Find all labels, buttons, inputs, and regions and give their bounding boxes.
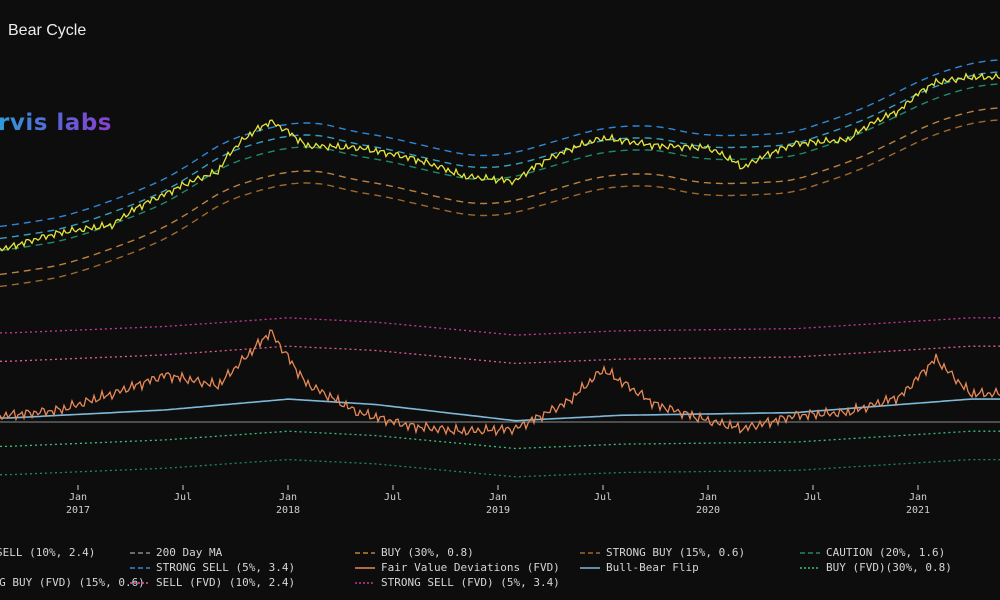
legend-label: STRONG BUY (FVD) (15%, 0.6) <box>0 576 145 589</box>
x-tick-year: 2018 <box>276 505 300 516</box>
legend-label: SELL (FVD) (10%, 2.4) <box>156 576 296 589</box>
brand-logo: rvis labs <box>0 110 112 136</box>
legend-swatch <box>800 566 820 569</box>
fvd-band-line <box>0 430 1000 450</box>
fvd-band-line <box>0 458 1000 478</box>
legend-swatch <box>130 551 150 554</box>
x-tick-label: Jan <box>489 492 507 503</box>
legend-label: STRONG SELL (5%, 3.4) <box>156 561 296 574</box>
x-tick-year: 2020 <box>696 505 720 516</box>
legend: SELL (10%, 2.4) 200 Day MA BUY (30%, 0.8) S… <box>0 540 1000 600</box>
legend-item[interactable]: Fair Value Deviations (FVD) <box>355 561 560 574</box>
legend-swatch <box>355 551 375 554</box>
legend-swatch <box>800 551 820 554</box>
legend-item[interactable]: Bull-Bear Flip <box>580 561 699 574</box>
flip-line <box>0 398 1000 422</box>
legend-swatch <box>130 581 150 584</box>
legend-swatch <box>355 566 375 569</box>
legend-label: STRONG SELL (FVD) (5%, 3.4) <box>381 576 560 589</box>
legend-label: STRONG BUY (15%, 0.6) <box>606 546 746 559</box>
price-panel <box>0 59 1000 288</box>
x-axis: Jan 2017 Jul Jan 2018 Jul Jan 2019 Jul Jan 2020 Jul… <box>66 485 930 516</box>
legend-swatch <box>580 566 600 569</box>
fvd-panel <box>0 317 1000 478</box>
legend-label: CAUTION (20%, 1.6) <box>826 546 946 559</box>
x-tick-label: Jan <box>279 492 297 503</box>
legend-swatch <box>580 551 600 554</box>
x-tick-label: Jul <box>594 492 612 503</box>
legend-label: BUY (FVD)(30%, 0.8) <box>826 561 952 574</box>
band-line <box>0 83 1000 252</box>
fvd-band-line <box>0 345 1000 365</box>
legend-label: 200 Day MA <box>156 546 223 559</box>
legend-swatch <box>130 566 150 569</box>
band-line <box>0 119 1000 288</box>
legend-swatch <box>355 581 375 584</box>
legend-label: SELL (10%, 2.4) <box>0 546 96 559</box>
x-tick-label: Jul <box>384 492 402 503</box>
legend-label: Fair Value Deviations (FVD) <box>381 561 560 574</box>
band-line <box>0 71 1000 240</box>
fvd-band-line <box>0 317 1000 336</box>
band-line <box>0 59 1000 228</box>
chart-canvas: Jan 2017 Jul Jan 2018 Jul Jan 2019 Jul Jan 2020 Jul… <box>0 59 1000 516</box>
x-tick-label: Jan <box>909 492 927 503</box>
legend-item[interactable]: STRONG BUY (15%, 0.6) <box>580 546 745 559</box>
legend-item[interactable]: SELL (FVD) (10%, 2.4) <box>130 576 295 589</box>
legend-item[interactable]: STRONG SELL (FVD) (5%, 3.4) <box>355 576 560 589</box>
x-tick-label: Jan <box>699 492 717 503</box>
fvd-line <box>0 329 1000 437</box>
x-tick-label: Jul <box>174 492 192 503</box>
legend-item[interactable]: 200 Day MA <box>130 546 222 559</box>
x-tick-label: Jan <box>69 492 87 503</box>
x-tick-year: 2019 <box>486 505 510 516</box>
x-tick-year: 2017 <box>66 505 90 516</box>
legend-item[interactable]: BUY (FVD)(30%, 0.8) <box>800 561 952 574</box>
x-tick-label: Jul <box>804 492 822 503</box>
band-line <box>0 107 1000 276</box>
price-line <box>0 72 1000 252</box>
legend-label: Bull-Bear Flip <box>606 561 699 574</box>
legend-item[interactable]: STRONG BUY (FVD) (15%, 0.6) <box>0 576 145 589</box>
legend-item[interactable]: CAUTION (20%, 1.6) <box>800 546 945 559</box>
legend-item[interactable]: SELL (10%, 2.4) <box>0 546 95 559</box>
legend-label: BUY (30%, 0.8) <box>381 546 474 559</box>
x-tick-year: 2021 <box>906 505 930 516</box>
legend-item[interactable]: BUY (30%, 0.8) <box>355 546 474 559</box>
chart-title: Bear Cycle <box>8 22 87 39</box>
legend-item[interactable]: STRONG SELL (5%, 3.4) <box>130 561 295 574</box>
